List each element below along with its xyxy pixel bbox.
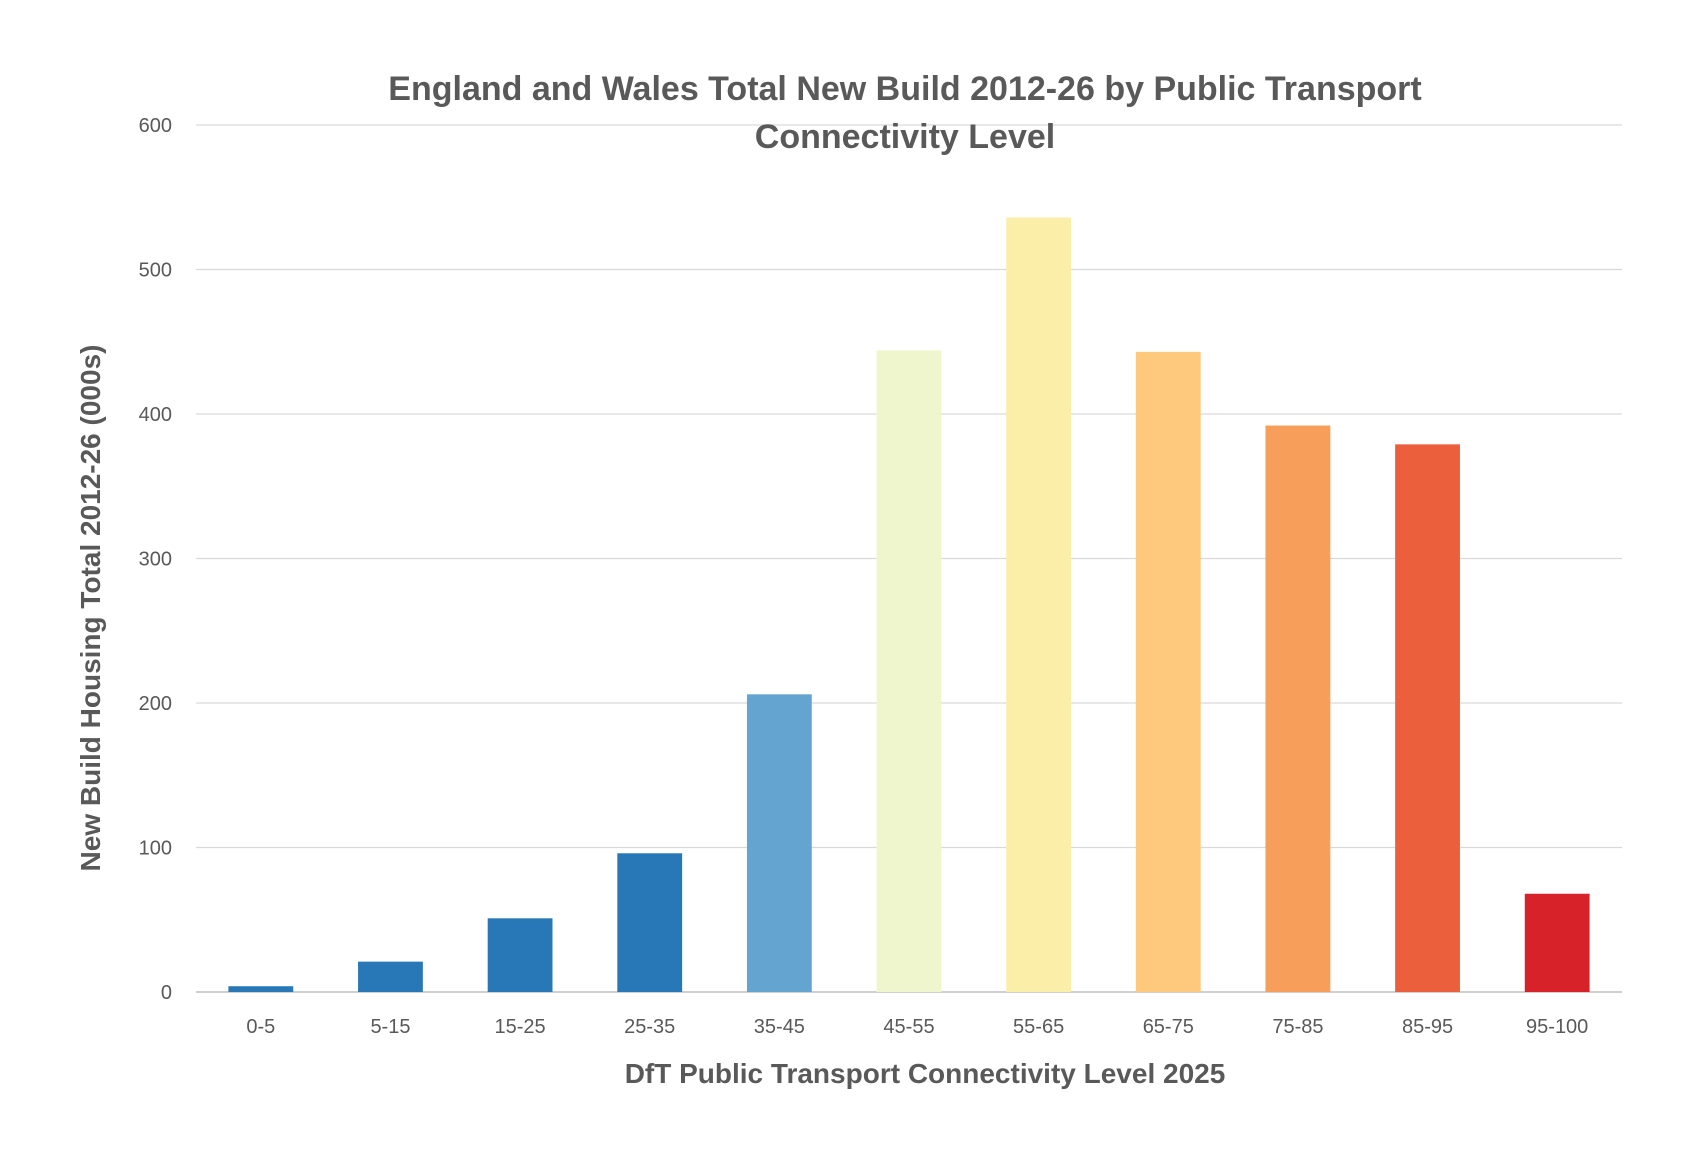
bar-65-75: [1135, 351, 1201, 992]
y-tick-label: 300: [139, 549, 172, 571]
y-tick-label: 100: [139, 838, 172, 860]
y-tick-label: 0: [161, 982, 172, 1004]
y-tick-label: 400: [139, 404, 172, 426]
x-tick-label: 15-25: [495, 1016, 546, 1038]
bar-25-35: [617, 853, 683, 992]
x-tick-label: 35-45: [754, 1016, 805, 1038]
x-tick-label: 65-75: [1143, 1016, 1194, 1038]
bar-45-55: [876, 350, 942, 992]
chart-title-line-2: Connectivity Level: [755, 118, 1055, 156]
x-tick-label: 55-65: [1013, 1016, 1064, 1038]
bar-5-15: [358, 961, 423, 992]
bar-55-65: [1006, 217, 1072, 993]
y-axis-title: New Build Housing Total 2012-26 (000s): [75, 345, 106, 872]
bar-95-100: [1524, 893, 1590, 992]
x-tick-label: 5-15: [370, 1016, 410, 1038]
x-tick-label: 25-35: [624, 1016, 675, 1038]
y-tick-label: 600: [139, 115, 172, 137]
bar-85-95: [1395, 444, 1460, 993]
bar-15-25: [487, 918, 553, 992]
y-tick-label: 500: [139, 260, 172, 282]
x-tick-label: 0-5: [246, 1016, 275, 1038]
y-tick-label: 200: [139, 693, 172, 715]
bars: [228, 217, 1590, 993]
x-tick-label: 95-100: [1526, 1016, 1588, 1038]
bar-35-45: [746, 694, 812, 992]
y-axis-ticks: 0 100 200 300 400 500 600: [139, 115, 172, 1004]
bar-75-85: [1265, 425, 1331, 992]
x-tick-label: 45-55: [883, 1016, 934, 1038]
x-axis-title: DfT Public Transport Connectivity Level …: [625, 1058, 1226, 1089]
x-tick-label: 75-85: [1272, 1016, 1323, 1038]
bar-0-5: [228, 986, 294, 992]
x-axis-ticks: 0-5 5-15 15-25 25-35 35-45 45-55 55-65 65-75 75-…: [246, 1016, 1588, 1038]
chart-title-line-1: England and Wales Total New Build 2012-2…: [388, 70, 1421, 108]
x-tick-label: 85-95: [1402, 1016, 1453, 1038]
